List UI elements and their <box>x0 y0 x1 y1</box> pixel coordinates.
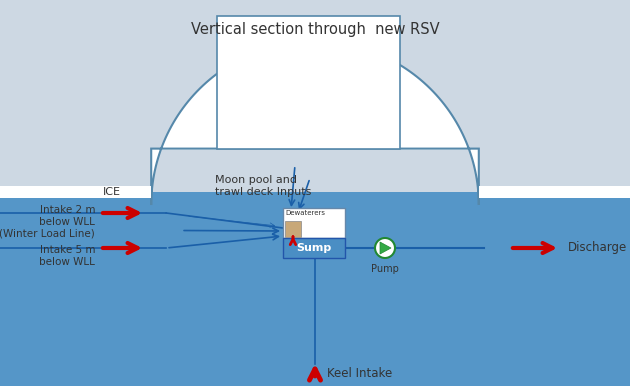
Polygon shape <box>380 242 391 254</box>
Bar <box>283 208 345 238</box>
Bar <box>285 221 301 237</box>
Text: Intake 5 m
below WLL: Intake 5 m below WLL <box>39 245 95 267</box>
Text: Discharge: Discharge <box>568 242 627 254</box>
Bar <box>0 192 630 386</box>
Bar <box>152 149 478 150</box>
Text: Dewaterers: Dewaterers <box>285 210 325 216</box>
Text: ICE: ICE <box>103 187 121 197</box>
Text: Pump: Pump <box>371 264 399 274</box>
Text: Sump: Sump <box>296 243 331 253</box>
Text: Vertical section through  new RSV: Vertical section through new RSV <box>191 22 439 37</box>
Text: Intake 2 m
below WLL
(Winter Load Line): Intake 2 m below WLL (Winter Load Line) <box>0 205 95 238</box>
Polygon shape <box>151 41 479 205</box>
Bar <box>0 186 151 198</box>
Bar <box>283 238 345 258</box>
Text: Keel Intake: Keel Intake <box>327 367 392 380</box>
Text: Moon pool and
trawl deck Inputs: Moon pool and trawl deck Inputs <box>215 175 311 196</box>
Bar <box>217 16 400 149</box>
Circle shape <box>375 238 395 258</box>
Bar <box>479 186 630 198</box>
